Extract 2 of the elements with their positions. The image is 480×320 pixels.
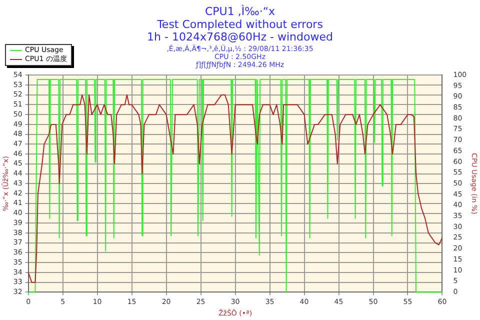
chart-title: CPU1 ,Ì‰·“x: [204, 4, 276, 18]
chart-subtitle: Test Completed without errors 1h - 1024x768@60Hz - windowed: [147, 18, 333, 44]
